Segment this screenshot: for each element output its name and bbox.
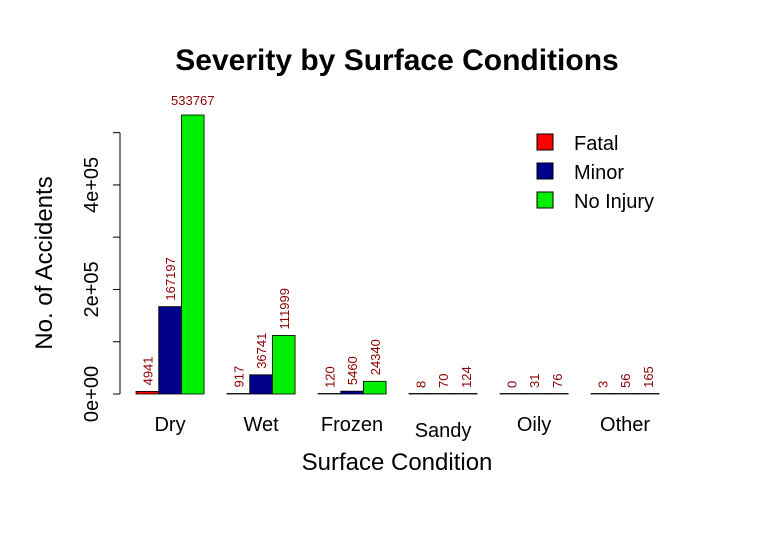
data-label: 917 <box>231 366 246 388</box>
data-label: 111999 <box>277 288 292 329</box>
legend-label-minor: Minor <box>574 162 624 184</box>
data-label: 5460 <box>345 356 360 385</box>
data-label: 36741 <box>254 333 269 369</box>
bar-oily-fatal <box>499 393 524 395</box>
bar-sandy-fatal <box>408 393 433 395</box>
bar-wet-no-injury <box>271 335 296 395</box>
bar-wet-minor <box>249 374 273 395</box>
data-label: 4941 <box>140 356 155 385</box>
bar-other-no-injury <box>636 393 660 395</box>
data-label: 124 <box>459 366 474 388</box>
legend-swatch-fatal <box>536 133 554 151</box>
category-labels: Dry Wet Frozen Sandy Oily Other <box>154 414 650 442</box>
x-tick-label-wet: Wet <box>243 414 279 436</box>
x-tick-label-oily: Oily <box>517 414 551 436</box>
data-label: 56 <box>618 374 633 388</box>
y-tick-label: 4e+05 <box>81 157 103 213</box>
bar-frozen-fatal <box>317 393 342 395</box>
data-label: 24340 <box>368 339 383 375</box>
axes: 0e+00 2e+05 4e+05 <box>81 132 121 422</box>
data-label: 165 <box>641 366 656 388</box>
x-tick-label-other: Other <box>600 414 650 436</box>
data-label: 8 <box>413 381 428 388</box>
bar-dry-minor <box>158 306 182 395</box>
data-label: 70 <box>436 373 451 387</box>
legend-label-fatal: Fatal <box>574 133 618 155</box>
x-tick-label-sandy: Sandy <box>415 420 472 442</box>
data-label: 533767 <box>171 93 214 108</box>
legend-label-no-injury: No Injury <box>574 191 654 213</box>
bar-other-minor <box>613 393 637 395</box>
bar-sandy-minor <box>431 393 455 395</box>
y-axis-label: No. of Accidents <box>31 176 58 349</box>
x-axis-label: Surface Condition <box>302 449 493 476</box>
bar-dry-no-injury <box>180 114 205 395</box>
data-label: 31 <box>527 374 542 388</box>
chart-title: Severity by Surface Conditions <box>175 44 618 77</box>
bar-frozen-no-injury <box>362 380 387 395</box>
bar-frozen-minor <box>340 390 364 395</box>
data-label: 120 <box>322 366 337 388</box>
data-labels: 4941 167197 533767 917 36741 111999 120 5460 243… <box>140 93 655 388</box>
bar-oily-no-injury <box>545 393 569 395</box>
legend-swatch-minor <box>536 162 554 180</box>
bar-wet-fatal <box>226 393 251 395</box>
x-tick-label-dry: Dry <box>154 414 185 436</box>
legend: Fatal Minor No Injury <box>536 133 654 213</box>
data-label: 167197 <box>163 257 178 300</box>
bar-oily-minor <box>522 393 546 395</box>
data-label: 3 <box>595 381 610 388</box>
legend-swatch-no-injury <box>536 191 554 209</box>
data-label: 0 <box>504 381 519 388</box>
bars <box>135 114 660 395</box>
y-tick-label: 2e+05 <box>81 261 103 317</box>
bar-other-fatal <box>590 393 615 395</box>
data-label: 76 <box>550 373 565 387</box>
bar-dry-fatal <box>135 391 160 395</box>
bar-sandy-no-injury <box>453 393 478 395</box>
y-tick-label: 0e+00 <box>81 366 103 422</box>
x-tick-label-frozen: Frozen <box>321 414 383 436</box>
